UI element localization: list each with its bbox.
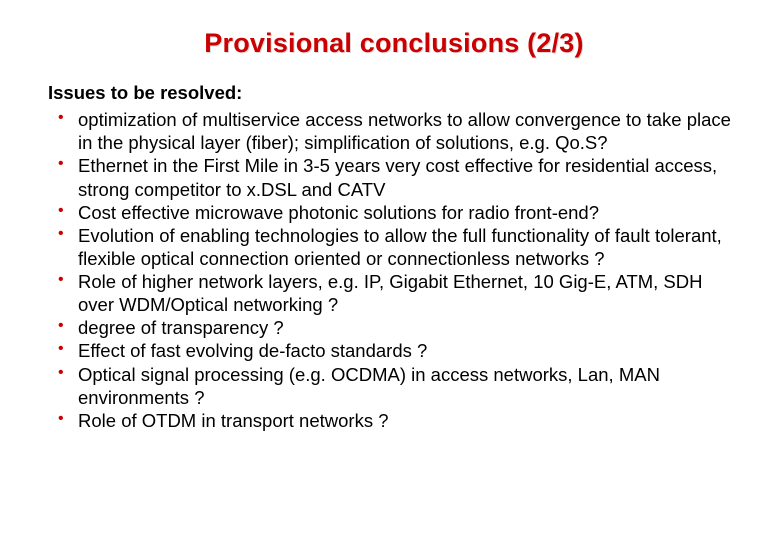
list-item: optimization of multiservice access netw… [78,108,740,154]
slide-title: Provisional conclusions (2/3) [48,28,740,59]
slide: Provisional conclusions (2/3) Issues to … [0,0,780,540]
bullet-list: optimization of multiservice access netw… [48,108,740,432]
list-item: Effect of fast evolving de-facto standar… [78,339,740,362]
list-item: Cost effective microwave photonic soluti… [78,201,740,224]
list-item: Optical signal processing (e.g. OCDMA) i… [78,363,740,409]
list-item: Role of OTDM in transport networks ? [78,409,740,432]
list-item: Evolution of enabling technologies to al… [78,224,740,270]
list-item: Ethernet in the First Mile in 3-5 years … [78,154,740,200]
list-item: degree of transparency ? [78,316,740,339]
list-item: Role of higher network layers, e.g. IP, … [78,270,740,316]
slide-subheading: Issues to be resolved: [48,81,740,104]
